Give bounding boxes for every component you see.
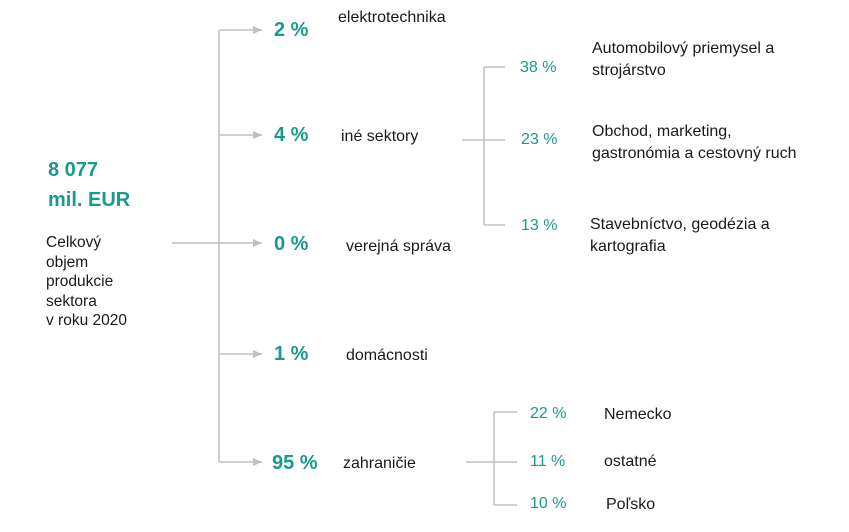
description-line: sektora <box>46 292 97 310</box>
sub-pct-obchod: 23 % <box>521 131 558 148</box>
label-line: Automobilový priemysel a <box>592 40 775 57</box>
sub-label-nemecko: Nemecko <box>604 406 672 423</box>
branch-label-ine-sektory: iné sektory <box>341 128 419 145</box>
sub-label-polsko: Poľsko <box>606 496 656 513</box>
label-line: gastronómia a cestovný ruch <box>592 145 797 162</box>
label-line: Obchod, marketing, <box>592 123 732 140</box>
summary-description: Celkový objem produkcie sektora v roku 2… <box>46 233 127 331</box>
sub-pct-automobilovy: 38 % <box>520 59 557 76</box>
sub-label-automobilovy: Automobilový priemysel a strojárstvo <box>592 38 774 82</box>
branch-label-zahranicie: zahraničie <box>343 455 416 472</box>
branch-label-domacnosti: domácnosti <box>346 347 428 364</box>
sub-pct-stavebnictvo: 13 % <box>521 217 558 234</box>
branch-pct-zahranicie: 95 % <box>272 452 318 474</box>
sub-pct-ostatne: 11 % <box>530 453 566 470</box>
branch-pct-elektrotechnika: 2 % <box>274 19 309 41</box>
sub-pct-nemecko: 22 % <box>530 405 567 422</box>
branch-pct-domacnosti: 1 % <box>274 343 309 365</box>
sub-label-ostatne: ostatné <box>604 453 657 470</box>
sub-pct-polsko: 10 % <box>530 495 567 512</box>
sub-label-stavebnictvo: Stavebníctvo, geodézia a kartografia <box>590 214 770 258</box>
branch-pct-verejna-sprava: 0 % <box>274 233 309 255</box>
description-line: v roku 2020 <box>46 312 127 329</box>
sub-label-obchod: Obchod, marketing, gastronómia a cestovn… <box>592 121 797 165</box>
label-line: kartografia <box>590 238 666 255</box>
description-line: Celkový <box>46 234 102 251</box>
description-line: produkcie <box>46 273 114 290</box>
branch-label-verejna-sprava: verejná správa <box>346 238 451 255</box>
description-line: objem <box>46 253 89 271</box>
branch-label-elektrotechnika: elektrotechnika <box>338 9 446 26</box>
total-value: 8 077 <box>48 159 99 181</box>
label-line: strojárstvo <box>592 62 666 79</box>
total-unit: mil. EUR <box>48 189 131 211</box>
branch-pct-ine-sektory: 4 % <box>274 124 309 146</box>
label-line: Stavebníctvo, geodézia a <box>590 216 770 233</box>
